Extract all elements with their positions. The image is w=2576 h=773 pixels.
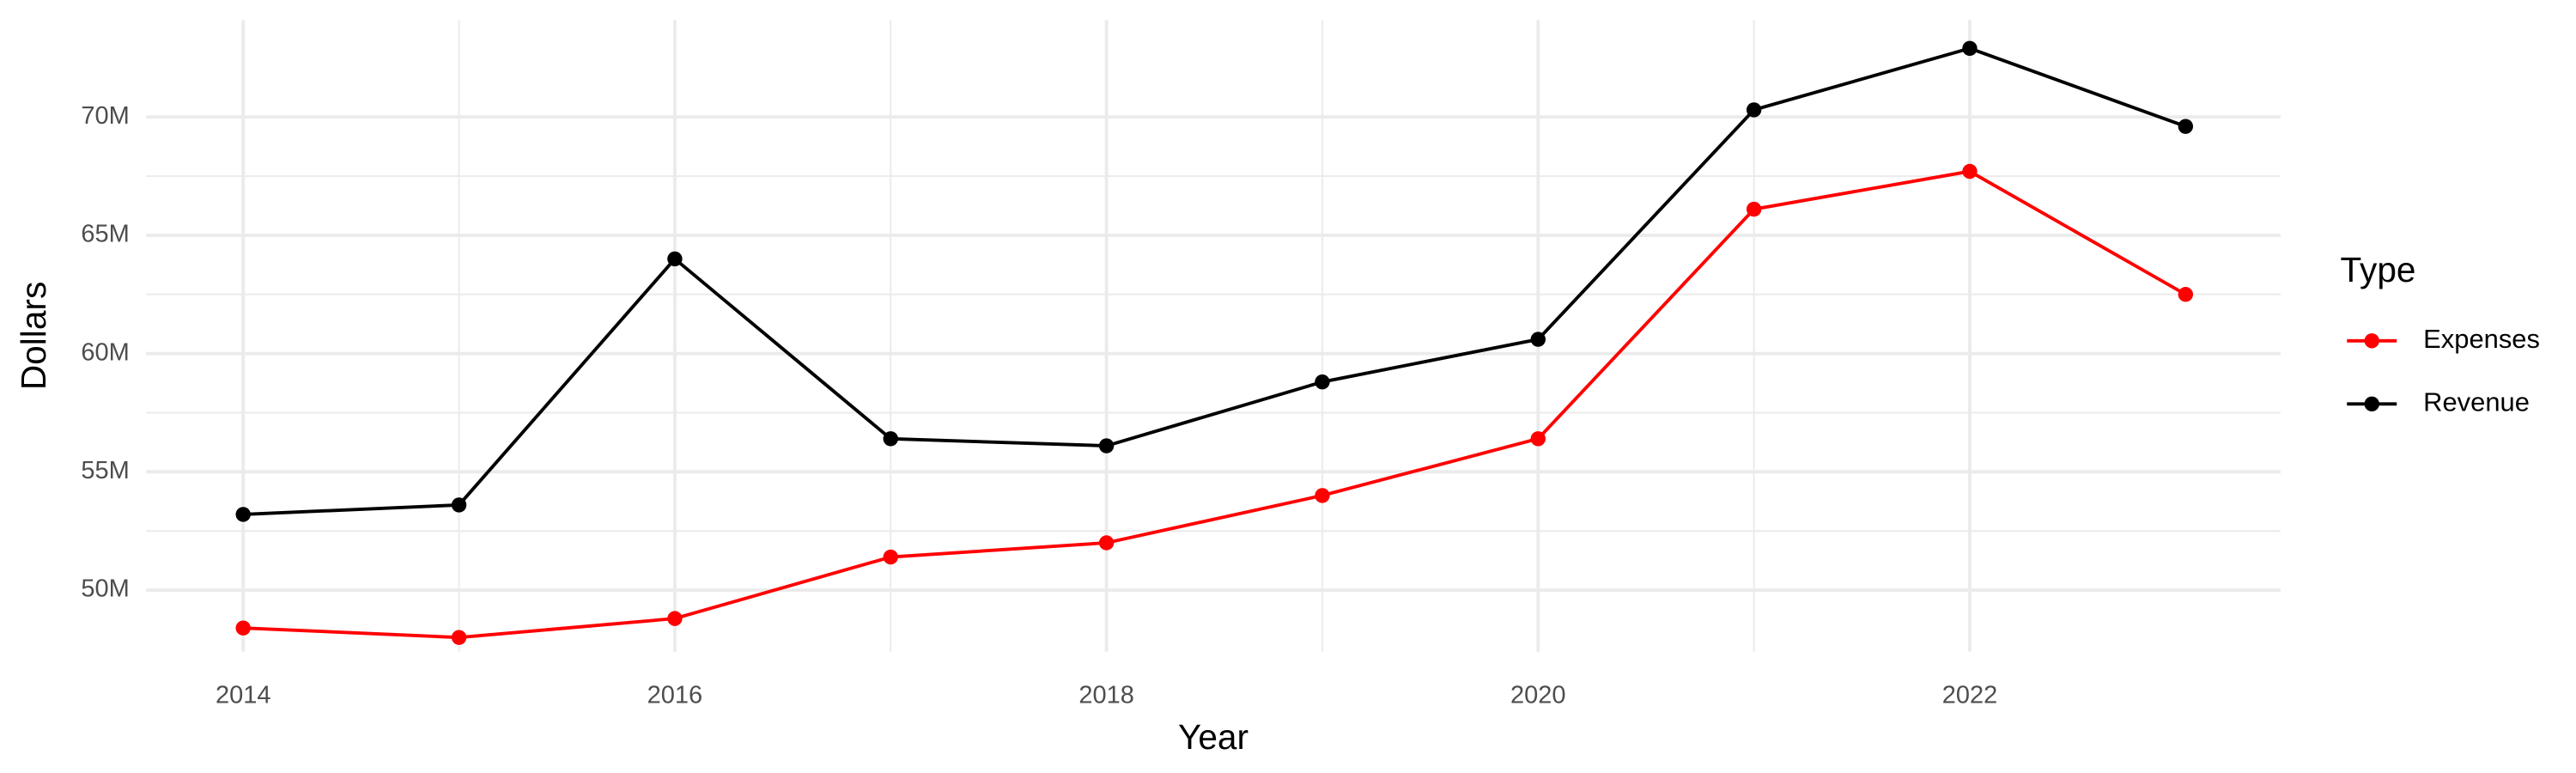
data-point [667,251,683,267]
data-point [2178,287,2194,302]
data-point [235,620,251,636]
x-axis-title: Year [1178,717,1249,757]
data-point [1098,535,1115,551]
data-point [451,630,467,645]
data-point [1315,488,1330,503]
y-tick-label: 65M [81,221,129,248]
data-point [883,549,898,565]
y-axis-title: Dollars [14,282,53,390]
series-line [243,169,2187,640]
y-tick-label: 55M [81,457,129,484]
data-point [1962,163,1978,180]
x-tick-label: 2018 [1078,682,1133,709]
legend-label: Revenue [2423,386,2530,417]
x-tick-label: 2014 [216,682,270,709]
data-point [1098,438,1115,453]
legend-key-point [2364,333,2379,349]
data-point [1746,201,1762,217]
x-tick-label: 2016 [647,682,702,709]
data-point [1962,40,1978,56]
x-tick-label: 2020 [1510,682,1565,709]
y-tick-label: 60M [81,338,129,366]
series-line [243,46,2186,516]
y-tick-label: 70M [81,102,129,130]
data-point [2178,119,2194,134]
y-tick-label: 50M [81,575,129,603]
data-point [1315,374,1330,390]
data-point [667,611,683,626]
data-point [1746,102,1762,118]
data-point [1530,431,1546,447]
data-point [451,497,467,513]
x-tick-label: 2022 [1942,682,1997,709]
legend-title: Type [2341,250,2416,289]
legend-key-point [2364,396,2379,412]
data-point [883,431,898,447]
data-point [1530,332,1546,347]
legend-label: Expenses [2423,324,2540,354]
data-point [235,507,251,522]
